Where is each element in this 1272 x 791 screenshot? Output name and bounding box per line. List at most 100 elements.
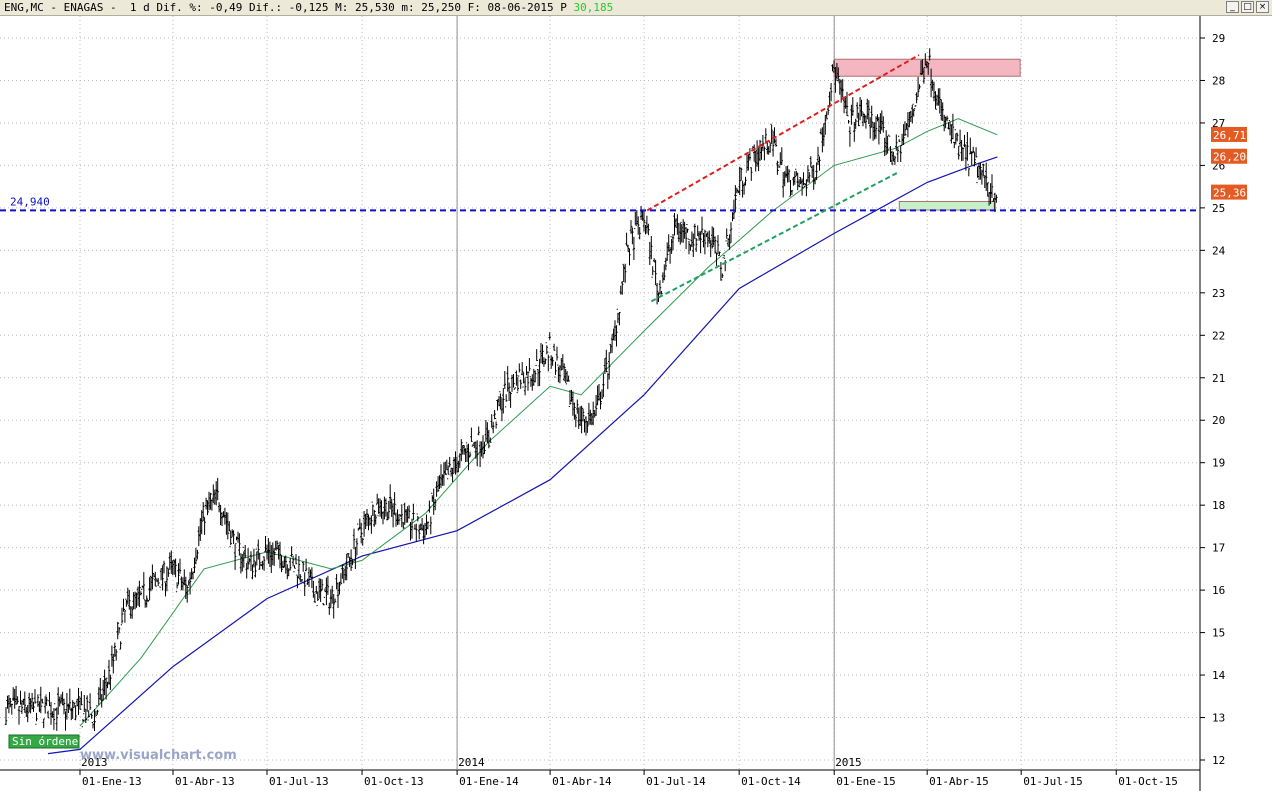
maximize-button[interactable]: □ [1241, 1, 1254, 13]
price-bar [158, 582, 161, 588]
price-bar [378, 498, 382, 517]
price-bar [135, 592, 138, 608]
trendline [646, 54, 920, 212]
price-bar [880, 110, 883, 131]
price-bar [389, 484, 392, 510]
y-tick-label: 18 [1212, 499, 1225, 512]
price-bar [410, 518, 414, 539]
price-bar [915, 92, 918, 104]
price-bar [341, 564, 344, 579]
price-bar [6, 695, 9, 709]
price-bar [445, 459, 448, 475]
price-bar [20, 700, 24, 714]
price-bar [345, 553, 348, 581]
price-bar [367, 513, 370, 531]
price-bar [850, 104, 853, 125]
price-bar [780, 147, 783, 165]
price-bar [14, 685, 18, 705]
price-bar [335, 574, 338, 590]
price-bar [219, 505, 222, 526]
price-bar [574, 414, 577, 428]
title-bar-label: ENG,MC - ENAGAS - 1 d Dif. %: -0,49 Dif.… [4, 1, 613, 14]
price-bar [876, 114, 879, 122]
minimize-button[interactable]: _ [1226, 1, 1239, 13]
price-bar [664, 257, 667, 271]
price-bar [847, 115, 850, 124]
price-bar [815, 162, 818, 181]
price-bar [422, 524, 425, 545]
price-bar [354, 546, 357, 569]
price-bar [687, 238, 691, 255]
price-chart[interactable]: 12131415161718192021222324252627282901-E… [0, 16, 1272, 791]
price-bar [400, 504, 403, 528]
price-bar [245, 563, 248, 579]
price-bar [364, 513, 367, 529]
price-bar [918, 84, 921, 91]
price-bar [589, 409, 592, 425]
price-bar [874, 116, 878, 139]
price-bar [618, 312, 621, 326]
price-bar [547, 351, 550, 372]
price-bar [23, 691, 26, 713]
price-bar [416, 513, 419, 522]
price-bar [990, 174, 994, 198]
price-bar [983, 175, 986, 188]
price-bar [449, 467, 453, 477]
price-bar [650, 236, 653, 260]
price-bar [148, 577, 151, 601]
price-bar [551, 356, 554, 366]
price-bar [667, 234, 670, 252]
price-bar [731, 210, 734, 222]
price-bar [199, 518, 202, 541]
price-bar [284, 555, 287, 574]
price-bar [805, 179, 808, 197]
price-bar [699, 231, 702, 254]
price-bar [882, 116, 885, 133]
x-tick-label: 01-Jul-14 [646, 775, 706, 788]
price-bar [922, 67, 926, 84]
price-bar [824, 115, 827, 135]
price-bar [131, 606, 134, 619]
price-bar [318, 578, 321, 599]
close-button[interactable]: × [1256, 1, 1269, 13]
price-bar [361, 533, 364, 546]
price-bar [502, 388, 505, 414]
price-bar [523, 378, 527, 396]
price-bar [648, 241, 651, 265]
price-bar [315, 585, 318, 594]
price-bar [193, 557, 196, 573]
price-bar [519, 379, 522, 389]
price-bar [365, 509, 369, 527]
price-bar [896, 146, 899, 162]
price-bar [602, 373, 605, 397]
price-bar [294, 554, 298, 565]
price-bar [442, 462, 446, 486]
price-bar [90, 713, 93, 719]
price-bar [476, 440, 479, 467]
price-bar [191, 571, 195, 580]
value-tag-label: 26,204 [1213, 151, 1253, 164]
price-bar [980, 169, 984, 185]
price-bar [956, 132, 959, 142]
price-bar [447, 465, 450, 480]
price-bar [132, 592, 135, 610]
price-bar [407, 505, 411, 519]
price-bar [262, 556, 266, 571]
price-bar [960, 140, 963, 162]
price-bar [866, 98, 869, 120]
price-bar [616, 308, 620, 324]
price-bar [806, 165, 810, 183]
price-bar [329, 589, 332, 608]
price-bar [29, 698, 32, 714]
price-bar [554, 361, 557, 378]
price-bar [232, 530, 235, 544]
price-bar [215, 481, 218, 506]
price-bar [420, 518, 424, 531]
price-bar [75, 698, 79, 707]
price-bar [394, 512, 398, 527]
price-bar [870, 105, 873, 128]
orders-status-badge [8, 734, 80, 749]
price-bar [506, 366, 509, 392]
value-tag [1211, 126, 1247, 142]
price-bar [706, 231, 709, 248]
